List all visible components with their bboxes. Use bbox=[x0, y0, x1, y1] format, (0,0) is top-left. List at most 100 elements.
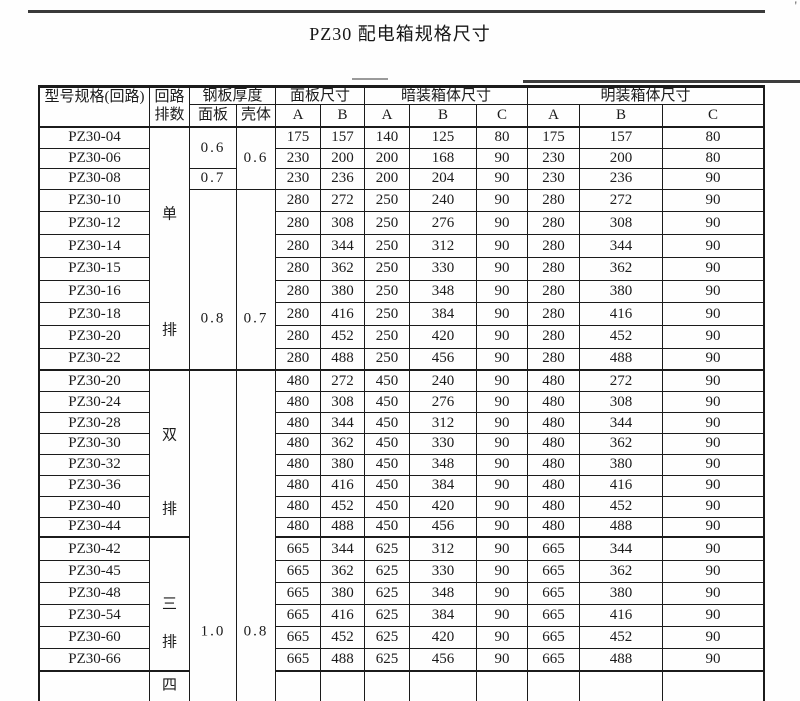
concealed-b-cell: 456 bbox=[410, 517, 477, 539]
dimension-value: 450 bbox=[375, 372, 399, 389]
dimension-value: 90 bbox=[705, 192, 721, 209]
dimension-value: 272 bbox=[609, 372, 633, 389]
dimension-value: 488 bbox=[331, 350, 354, 367]
header-loop-line2: 排数 bbox=[154, 107, 185, 123]
dimension-value: 384 bbox=[431, 607, 455, 624]
dimension-value: 348 bbox=[431, 456, 455, 473]
surface-c-cell: 80 bbox=[663, 128, 763, 149]
thickness-value: 0.6 bbox=[200, 139, 226, 156]
dimension-value: 344 bbox=[331, 414, 354, 431]
dimension-value: 90 bbox=[705, 214, 721, 231]
panel-b-cell: 200 bbox=[321, 148, 365, 170]
dimension-value: 230 bbox=[286, 170, 310, 187]
dimension-value: 362 bbox=[609, 435, 633, 452]
dimension-value: 240 bbox=[431, 372, 455, 389]
model-label: PZ30-32 bbox=[68, 456, 121, 473]
concealed-a-cell: 450 bbox=[365, 392, 410, 414]
concealed-a-cell: 250 bbox=[365, 189, 410, 213]
panel-a-cell: 280 bbox=[276, 325, 321, 349]
concealed-a-cell: 450 bbox=[365, 413, 410, 434]
dimension-value: 480 bbox=[542, 518, 565, 535]
dimension-value: 90 bbox=[705, 237, 721, 254]
panel-b-cell: 344 bbox=[321, 538, 365, 561]
dimension-value: 344 bbox=[609, 237, 633, 254]
dimension-value: 450 bbox=[375, 435, 399, 452]
dimension-value: 380 bbox=[331, 584, 354, 601]
dimension-value: 480 bbox=[286, 498, 310, 515]
dimension-value: 384 bbox=[431, 305, 455, 322]
dimension-value: 488 bbox=[609, 650, 633, 667]
dimension-value: 200 bbox=[609, 149, 633, 166]
concealed-c-cell: 90 bbox=[477, 392, 528, 414]
loop-group-cell: 四 bbox=[150, 671, 190, 701]
panel-b-cell: 272 bbox=[321, 189, 365, 213]
dimension-value: 90 bbox=[494, 237, 510, 254]
dimension-value: 272 bbox=[331, 372, 354, 389]
header-panel-size: 面板尺寸 bbox=[276, 88, 365, 105]
model-cell: PZ30-66 bbox=[40, 649, 150, 672]
dimension-value: 348 bbox=[431, 282, 455, 299]
dimension-value: 90 bbox=[494, 498, 510, 515]
dimension-value: 90 bbox=[705, 414, 721, 431]
dimension-value: 90 bbox=[494, 456, 510, 473]
surface-b-cell: 380 bbox=[580, 582, 663, 605]
dimension-value: 90 bbox=[494, 393, 510, 410]
model-cell: PZ30-44 bbox=[40, 517, 150, 539]
model-label: PZ30-60 bbox=[68, 629, 121, 646]
surface-c-cell: 90 bbox=[663, 476, 763, 497]
dimension-value: 480 bbox=[286, 477, 310, 494]
surface-b-cell: 362 bbox=[580, 560, 663, 583]
dimension-value: 90 bbox=[705, 170, 721, 187]
header-steel-thickness: 钢板厚度 bbox=[190, 88, 276, 105]
loop-group-char: 排 bbox=[161, 501, 177, 518]
concealed-b-cell: 330 bbox=[410, 433, 477, 455]
model-label: PZ30-48 bbox=[68, 584, 121, 601]
concealed-a-cell: 250 bbox=[365, 257, 410, 281]
panel-a-cell: 280 bbox=[276, 257, 321, 281]
dimension-value: 665 bbox=[286, 540, 310, 557]
dimension-value: 380 bbox=[609, 584, 633, 601]
dimension-value: 250 bbox=[375, 282, 399, 299]
surface-a-cell: 175 bbox=[528, 128, 580, 149]
concealed-a-cell bbox=[365, 671, 410, 701]
dimension-value: 456 bbox=[431, 650, 455, 667]
dimension-value: 157 bbox=[609, 129, 633, 146]
panel-a-cell: 480 bbox=[276, 392, 321, 414]
surface-b-cell: 344 bbox=[580, 538, 663, 561]
panel-a-cell: 665 bbox=[276, 538, 321, 561]
dimension-value: 90 bbox=[705, 305, 721, 322]
dimension-value: 200 bbox=[375, 170, 399, 187]
dimension-value: 665 bbox=[286, 562, 310, 579]
dimension-value: 90 bbox=[494, 607, 510, 624]
concealed-c-cell: 90 bbox=[477, 280, 528, 304]
concealed-b-cell: 420 bbox=[410, 325, 477, 349]
dimension-value: 90 bbox=[494, 518, 510, 535]
panel-b-cell: 362 bbox=[321, 433, 365, 455]
concealed-c-cell: 90 bbox=[477, 169, 528, 190]
surface-a-cell: 280 bbox=[528, 280, 580, 304]
model-cell: PZ30-45 bbox=[40, 560, 150, 583]
dimension-value: 80 bbox=[705, 129, 721, 146]
panel-b-cell: 344 bbox=[321, 413, 365, 434]
concealed-a-cell: 625 bbox=[365, 560, 410, 583]
dimension-value: 665 bbox=[286, 607, 310, 624]
dimension-value: 416 bbox=[331, 305, 354, 322]
thickness-value: 0.8 bbox=[200, 310, 226, 327]
dimension-value: 450 bbox=[375, 477, 399, 494]
model-label: PZ30-40 bbox=[68, 498, 121, 515]
surface-b-cell: 416 bbox=[580, 604, 663, 628]
dimension-value: 200 bbox=[375, 149, 399, 166]
concealed-a-cell: 625 bbox=[365, 627, 410, 650]
concealed-a-cell: 250 bbox=[365, 212, 410, 236]
dimension-value: 276 bbox=[431, 214, 455, 231]
dimension-value: 90 bbox=[705, 650, 721, 667]
dimension-value: 250 bbox=[375, 192, 399, 209]
surface-a-cell: 480 bbox=[528, 433, 580, 455]
model-label: PZ30-36 bbox=[68, 477, 121, 494]
surface-c-cell: 90 bbox=[663, 258, 763, 281]
dimension-value: 330 bbox=[431, 562, 455, 579]
concealed-c-cell: 90 bbox=[477, 649, 528, 672]
dimension-value: 280 bbox=[286, 305, 310, 322]
concealed-b-cell bbox=[410, 671, 477, 701]
concealed-c-cell: 90 bbox=[477, 303, 528, 326]
